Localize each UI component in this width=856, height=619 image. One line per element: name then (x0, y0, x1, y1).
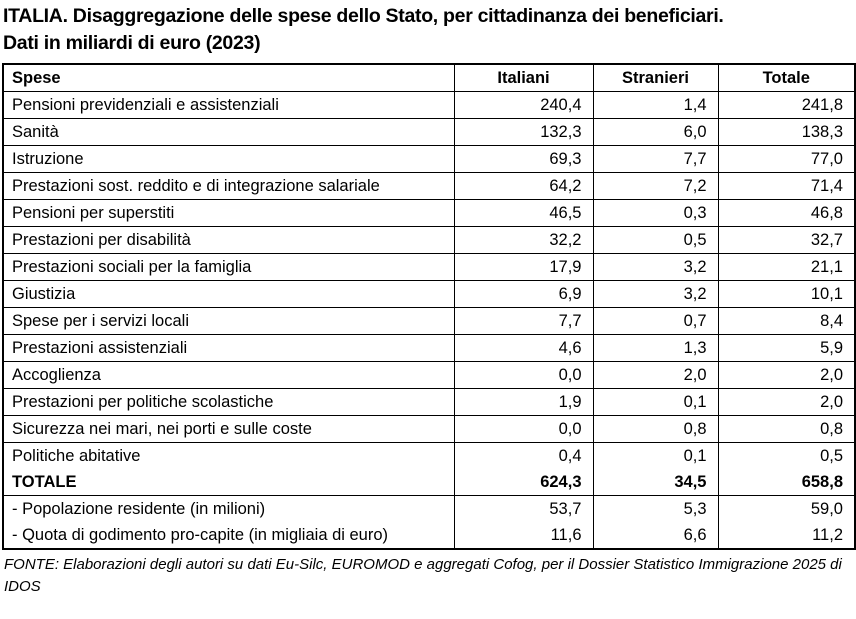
table-row: Politiche abitative 0,4 0,1 0,5 (3, 442, 855, 469)
cell-italiani: 46,5 (453, 199, 593, 227)
cell-totale: 0,5 (717, 442, 855, 469)
cell-italiani: 53,7 (453, 495, 593, 522)
cell-stranieri: 1,4 (592, 91, 718, 119)
table-row: Sanità 132,3 6,0 138,3 (3, 118, 855, 146)
cell-stranieri: 1,3 (592, 334, 718, 362)
row-label: Prestazioni sost. reddito e di integrazi… (3, 172, 454, 200)
cell-italiani: 69,3 (453, 145, 593, 173)
cell-totale: 0,8 (717, 415, 855, 443)
cell-totale: 8,4 (717, 307, 855, 335)
row-label: Prestazioni per politiche scolastiche (3, 388, 454, 416)
row-label: Politiche abitative (12, 447, 141, 465)
cell-italiani: 0,4 (453, 442, 593, 469)
cell-totale: 658,8 (717, 469, 855, 496)
cell-totale: 241,8 (717, 91, 855, 119)
table-row: - Popolazione residente (in milioni) 53,7… (3, 495, 855, 522)
cell-stranieri: 0,7 (592, 307, 718, 335)
spese-table: Spese Italiani Stranieri Totale Pensioni… (2, 63, 856, 550)
cell-stranieri: 0,1 (592, 442, 718, 469)
row-label: Pensioni previdenziali e assistenziali (3, 91, 454, 119)
cell-stranieri: 6,0 (592, 118, 718, 146)
row-label: Giustizia (3, 280, 454, 308)
column-header-spese: Spese (3, 64, 454, 92)
cell-totale: 59,0 (717, 495, 855, 522)
row-label: TOTALE (3, 469, 454, 496)
table-row: Prestazioni sost. reddito e di integrazi… (3, 172, 855, 200)
cell-italiani: 6,9 (453, 280, 593, 308)
page: ITALIA. Disaggregazione delle spese dell… (2, 3, 856, 595)
table-body: Pensioni previdenziali e assistenziali 24… (3, 91, 855, 550)
table-row: Spese per i servizi locali 7,7 0,7 8,4 (3, 307, 855, 335)
cell-stranieri: 6,6 (592, 522, 718, 550)
cell-italiani: 1,9 (453, 388, 593, 416)
cell-totale: 5,9 (717, 334, 855, 362)
column-header-stranieri: Stranieri (592, 64, 718, 92)
table-row: Pensioni previdenziali e assistenziali 24… (3, 91, 855, 119)
row-label: Pensioni per superstiti (3, 199, 454, 227)
row-label: Accoglienza (3, 361, 454, 389)
cell-stranieri: 2,0 (592, 361, 718, 389)
cell-italiani: 17,9 (453, 253, 593, 281)
column-header-italiani: Italiani (453, 64, 593, 92)
cell-italiani: 7,7 (453, 307, 593, 335)
row-label: - Popolazione residente (in milioni) (12, 500, 266, 518)
cell-totale: 21,1 (717, 253, 855, 281)
cell-totale: 2,0 (717, 388, 855, 416)
table-row: TOTALE 624,3 34,5 658,8 (3, 469, 855, 496)
cell-italiani: 11,6 (453, 522, 593, 550)
cell-stranieri: 3,2 (592, 280, 718, 308)
row-label: Istruzione (3, 145, 454, 173)
cell-stranieri: 7,2 (592, 172, 718, 200)
table-row: Prestazioni per politiche scolastiche 1,9… (3, 388, 855, 416)
cell-totale: 2,0 (717, 361, 855, 389)
cell-totale: 71,4 (717, 172, 855, 200)
page-title-line-1: ITALIA. Disaggregazione delle spese dell… (3, 5, 724, 27)
cell-italiani: 4,6 (453, 334, 593, 362)
table-row: - Quota di godimento pro-capite (in migl… (3, 522, 855, 550)
page-title-line-2: Dati in miliardi di euro (2023) (3, 32, 261, 54)
cell-italiani: 64,2 (453, 172, 593, 200)
row-label: Spese per i servizi locali (3, 307, 454, 335)
cell-italiani: 0,0 (453, 361, 593, 389)
table-row: Istruzione 69,3 7,7 77,0 (3, 145, 855, 173)
cell-stranieri: 7,7 (592, 145, 718, 173)
cell-stranieri: 3,2 (592, 253, 718, 281)
cell-totale: 77,0 (717, 145, 855, 173)
column-header-totale: Totale (717, 64, 855, 92)
row-label: Prestazioni sociali per la famiglia (3, 253, 454, 281)
table-row: Prestazioni per disabilità 32,2 0,5 32,7 (3, 226, 855, 254)
cell-stranieri: 0,5 (592, 226, 718, 254)
source-note: FONTE: Elaborazioni degli autori su dati… (4, 556, 842, 595)
cell-italiani: 132,3 (453, 118, 593, 146)
table-row: Accoglienza 0,0 2,0 2,0 (3, 361, 855, 389)
table-header-row: Spese Italiani Stranieri Totale (3, 64, 855, 92)
cell-italiani: 32,2 (453, 226, 593, 254)
row-label: Sicurezza nei mari, nei porti e sulle co… (3, 415, 454, 443)
cell-italiani: 624,3 (453, 469, 593, 496)
row-label: - Quota di godimento pro-capite (in migl… (3, 522, 454, 550)
cell-totale: 46,8 (717, 199, 855, 227)
cell-stranieri: 34,5 (592, 469, 718, 496)
table-row: Prestazioni assistenziali 4,6 1,3 5,9 (3, 334, 855, 362)
row-label: Prestazioni per disabilità (3, 226, 454, 254)
cell-stranieri: 0,8 (592, 415, 718, 443)
table-row: Sicurezza nei mari, nei porti e sulle co… (3, 415, 855, 443)
cell-italiani: 0,0 (453, 415, 593, 443)
cell-stranieri: 0,3 (592, 199, 718, 227)
page-title: ITALIA. Disaggregazione delle spese dell… (2, 3, 854, 57)
cell-totale: 11,2 (717, 522, 855, 550)
cell-stranieri: 0,1 (592, 388, 718, 416)
cell-stranieri: 5,3 (592, 495, 718, 522)
cell-totale: 138,3 (717, 118, 855, 146)
cell-totale: 32,7 (717, 226, 855, 254)
table-row: Pensioni per superstiti 46,5 0,3 46,8 (3, 199, 855, 227)
row-label: Sanità (3, 118, 454, 146)
row-label: Prestazioni assistenziali (3, 334, 454, 362)
cell-totale: 10,1 (717, 280, 855, 308)
cell-italiani: 240,4 (453, 91, 593, 119)
table-row: Prestazioni sociali per la famiglia 17,9 3… (3, 253, 855, 281)
table-row: Giustizia 6,9 3,2 10,1 (3, 280, 855, 308)
